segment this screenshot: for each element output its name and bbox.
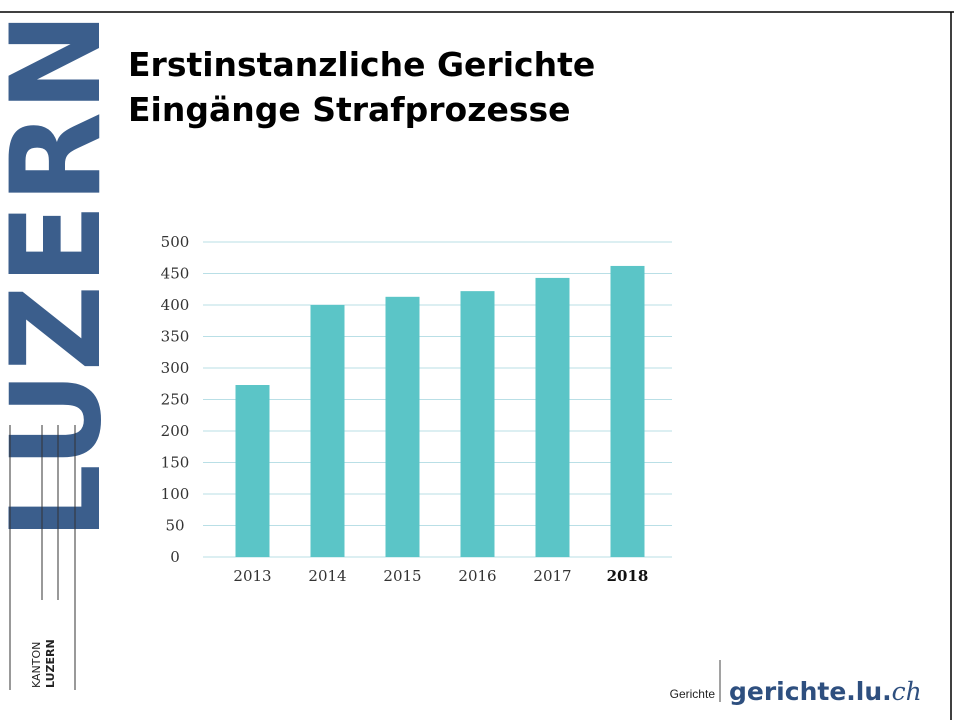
bar (235, 385, 270, 557)
bar (535, 277, 570, 557)
footer-label: Gerichte (670, 687, 716, 701)
x-tick-label: 2016 (458, 567, 496, 585)
y-tick-label: 250 (161, 391, 190, 409)
y-tick-label: 500 (161, 233, 190, 251)
x-tick-label: 2015 (383, 567, 421, 585)
title-line: Eingänge Strafprozesse (128, 90, 571, 129)
y-tick-label: 350 (161, 328, 190, 346)
logo-kanton: KANTON (30, 642, 43, 688)
y-tick-label: 0 (170, 548, 180, 566)
bar (460, 291, 495, 557)
bar (385, 296, 420, 557)
bar (610, 265, 645, 557)
logo-wordmark: LUZERN (0, 12, 129, 540)
y-tick-label: 300 (161, 359, 190, 377)
footer-tld: ch (892, 677, 922, 706)
y-tick-label: 150 (161, 454, 190, 472)
y-tick-label: 50 (165, 517, 184, 535)
footer-site-name: gerichte.lu. (729, 677, 892, 706)
y-tick-label: 450 (161, 265, 190, 283)
y-tick-label: 400 (161, 296, 190, 314)
y-tick-label: 200 (161, 422, 190, 440)
y-tick-label: 100 (161, 485, 190, 503)
bar (310, 305, 345, 557)
x-tick-label: 2014 (308, 567, 346, 585)
x-tick-label: 2013 (233, 567, 271, 585)
logo-luzern: LUZERN (44, 639, 57, 688)
x-tick-label: 2017 (533, 567, 571, 585)
x-tick-label: 2018 (607, 567, 649, 585)
footer-site: gerichte.lu.ch (729, 677, 922, 706)
logo-lines (9, 425, 76, 690)
title-line: Erstinstanzliche Gerichte (128, 45, 595, 84)
